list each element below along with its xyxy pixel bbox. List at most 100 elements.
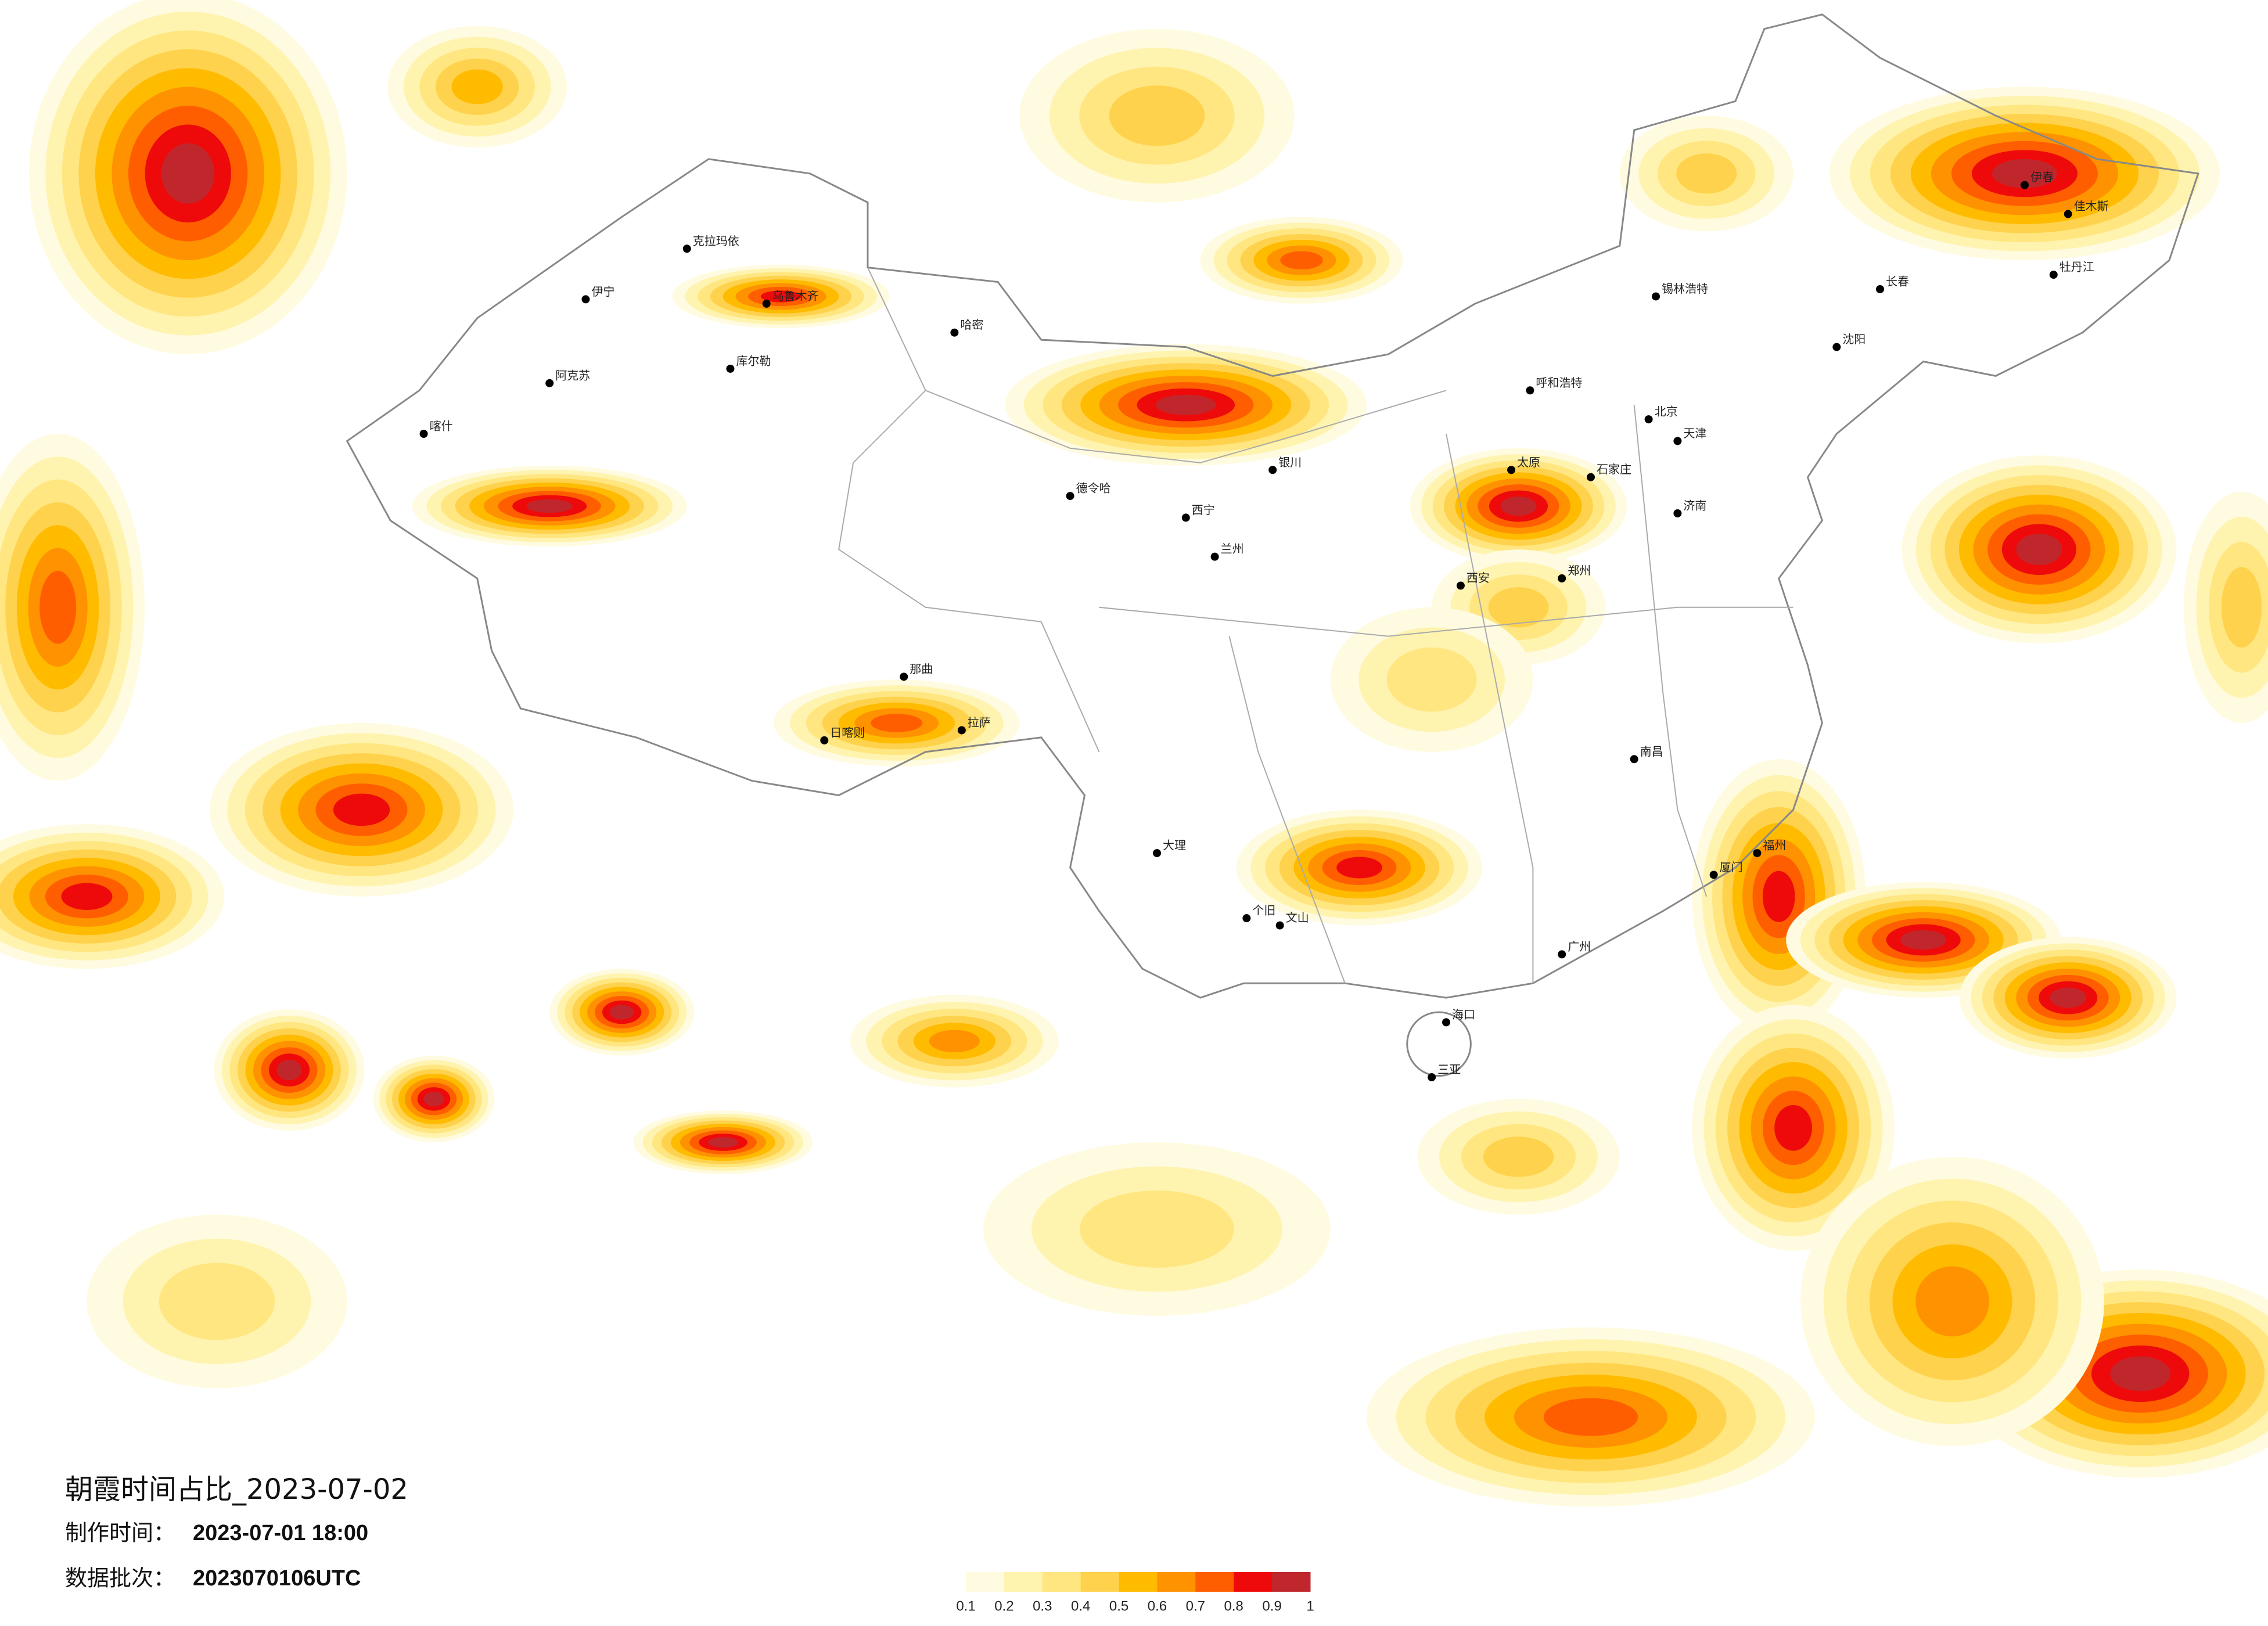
city-label: 佳木斯	[2074, 199, 2109, 213]
city-dot	[1753, 849, 1762, 858]
city-label: 北京	[1655, 405, 1678, 419]
heat-blob	[1500, 496, 1537, 516]
city-label: 沈阳	[1842, 332, 1866, 346]
heat-blob	[1155, 394, 1216, 415]
city-dot	[2049, 271, 2058, 279]
city-dot	[1709, 870, 1718, 879]
city-dot	[820, 736, 829, 744]
city-dot	[1558, 574, 1566, 582]
heat-blob	[61, 883, 113, 910]
heat-blob	[1488, 587, 1549, 628]
city-label: 呼和浩特	[1536, 376, 1582, 390]
city-dot	[762, 299, 771, 308]
city-dot	[545, 379, 554, 387]
heat-blob	[1109, 85, 1205, 146]
city-dot	[1673, 437, 1682, 445]
city-dot	[1587, 473, 1595, 481]
city-dot	[1876, 285, 1884, 293]
heat-blob	[708, 1136, 738, 1148]
city-label: 阿克苏	[555, 368, 590, 382]
city-label: 哈密	[960, 318, 983, 332]
city-dot	[1507, 466, 1516, 474]
city-dot	[950, 328, 959, 337]
legend-swatch	[1272, 1572, 1311, 1592]
legend-swatch	[1080, 1572, 1120, 1592]
legend-swatch	[966, 1572, 1005, 1592]
heat-blob	[161, 143, 215, 204]
city-label: 厦门	[1720, 860, 1743, 874]
legend-swatch	[1042, 1572, 1081, 1592]
city-label: 西宁	[1192, 503, 1215, 517]
heat-blob	[609, 1005, 634, 1020]
boundaries	[346, 13, 2199, 1077]
heat-blob	[423, 1091, 444, 1106]
city-label: 喀什	[430, 419, 453, 433]
island-border	[1406, 1011, 1472, 1077]
province-border	[1446, 433, 1534, 984]
city-dot	[1210, 552, 1219, 561]
city-dot	[1456, 581, 1465, 590]
heat-blob	[451, 69, 503, 105]
city-label: 长春	[1886, 275, 1909, 289]
city-label: 南昌	[1640, 744, 1663, 758]
city-label: 广州	[1568, 940, 1591, 954]
city-label: 福州	[1763, 839, 1786, 852]
city-dot	[1153, 849, 1161, 858]
heat-blob	[760, 290, 801, 303]
province-border	[1099, 606, 1793, 637]
legend-label: 0.1	[956, 1598, 975, 1614]
city-label: 日喀则	[830, 725, 865, 739]
heat-blob	[526, 499, 573, 513]
legend-swatch	[1119, 1572, 1158, 1592]
city-dot	[726, 364, 735, 373]
city-label: 德令哈	[1076, 481, 1111, 495]
city-label: 伊春	[2030, 170, 2054, 184]
city-label: 西安	[1467, 571, 1490, 585]
city-label: 那曲	[910, 662, 933, 676]
legend-label: 0.4	[1071, 1598, 1090, 1614]
heat-blob	[1992, 159, 2058, 188]
city-dot	[2021, 181, 2029, 189]
city-label: 文山	[1286, 911, 1309, 924]
city-dot	[1275, 921, 1284, 930]
city-dot	[1526, 386, 1534, 395]
city-label: 拉萨	[968, 715, 991, 729]
city-label: 海口	[1452, 1008, 1475, 1021]
city-label: 乌鲁木齐	[772, 289, 819, 303]
legend-label: 0.8	[1224, 1598, 1243, 1614]
city-label: 大理	[1163, 839, 1186, 852]
city-label: 郑州	[1568, 564, 1591, 578]
legend-label: 0.9	[1262, 1598, 1281, 1614]
city-dot	[2064, 210, 2072, 218]
city-label: 伊宁	[591, 285, 614, 298]
city-dot	[1442, 1018, 1450, 1027]
city-label: 锡林浩特	[1662, 282, 1708, 296]
heat-blob	[1336, 857, 1382, 879]
city-label: 库尔勒	[736, 354, 771, 368]
legend-label: 0.7	[1186, 1598, 1205, 1614]
made-label: 制作时间：	[65, 1520, 175, 1546]
legend-swatch	[1234, 1572, 1273, 1592]
heat-blob	[1483, 1136, 1554, 1177]
heat-blob	[1676, 153, 1737, 194]
city-label: 个旧	[1252, 904, 1275, 918]
city-dot	[1558, 950, 1566, 959]
city-label: 济南	[1683, 498, 1706, 512]
map-title: 朝霞时间占比_2023-07-02	[65, 1473, 408, 1506]
made-time: 2023-07-01 18:00	[193, 1521, 368, 1545]
city-dot	[1644, 415, 1653, 424]
city-dot	[1181, 513, 1190, 522]
heat-blob	[1080, 1190, 1234, 1268]
legend-swatch	[1195, 1572, 1234, 1592]
heat-blob	[1386, 647, 1477, 712]
heat-blob	[333, 793, 390, 826]
city-dot	[1066, 492, 1074, 501]
heat-blob	[1543, 1398, 1638, 1436]
city-dot	[1428, 1073, 1436, 1082]
heat-blob	[2050, 987, 2086, 1008]
heat-blob	[1774, 1105, 1813, 1151]
heat-blob	[1762, 870, 1795, 922]
city-dot	[957, 726, 966, 735]
